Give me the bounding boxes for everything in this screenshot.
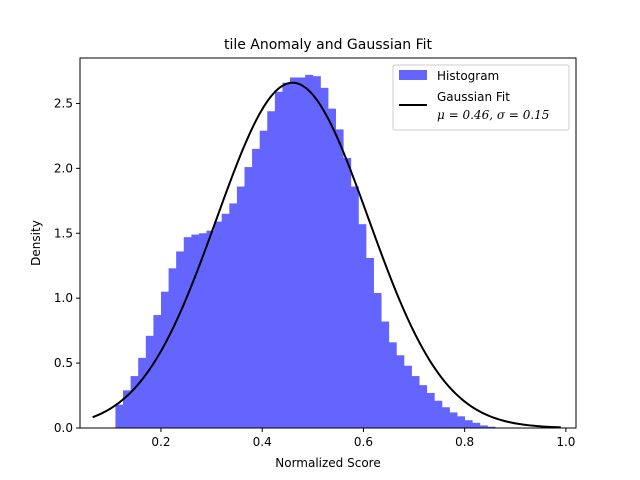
histogram-bar [441,407,450,428]
histogram-bar [434,400,443,428]
x-tick-label: 0.4 [253,435,272,449]
histogram-bar [282,82,291,429]
y-tick-label: 0.5 [54,356,73,370]
histogram-bar [396,355,405,428]
legend-histogram-swatch [399,70,427,80]
histogram-bar [373,292,382,428]
legend: Histogram Gaussian Fit μ = 0.46, σ = 0.1… [392,64,570,131]
histogram-bar [191,234,200,428]
x-axis-label: Normalized Score [275,456,380,470]
histogram-bar [312,76,321,429]
histogram-bar [290,77,299,428]
histogram-bar [130,376,139,428]
histogram-bar [153,315,162,428]
histogram-bar [115,404,124,428]
legend-fit-label: Gaussian Fit [437,90,510,104]
histogram-bar [168,268,177,428]
histogram-bar [472,422,481,428]
histogram-bar [426,392,435,428]
histogram-bar [343,157,352,428]
histogram-bar [252,148,261,428]
legend-frame [392,64,570,131]
gaussian-fit-line [92,81,561,429]
histogram-bars [115,74,496,429]
histogram-bar [198,233,207,428]
histogram-bar [229,203,238,428]
histogram-bar [335,129,344,428]
x-tick-label: 0.2 [151,435,170,449]
y-tick-label: 2.5 [54,96,73,110]
histogram-bar [267,111,276,428]
legend-fit-params: μ = 0.46, σ = 0.15 [437,108,549,122]
y-axis-ticks: 0.0 0.5 1.0 1.5 2.0 2.5 [54,96,80,435]
histogram-bar [320,87,329,429]
histogram-bar [214,221,223,428]
histogram-bar [479,425,488,428]
histogram-bar [381,321,390,428]
chart-title: tile Anomaly and Gaussian Fit [224,37,433,53]
histogram-bar [305,74,314,428]
histogram-bar [206,230,215,428]
x-axis-ticks: 0.2 0.4 0.6 0.8 1.0 [151,428,575,449]
histogram-bar [221,213,230,428]
y-tick-label: 1.5 [54,226,73,240]
plot-frame [79,57,577,429]
y-tick-label: 2.0 [54,161,73,175]
histogram-bar [236,186,245,428]
histogram-bar [160,291,169,428]
histogram-bar [123,390,132,428]
histogram-bar [457,416,466,428]
histogram-bar [138,357,147,428]
histogram-bar [259,130,268,428]
histogram-bar [274,91,283,428]
histogram-bar [297,77,306,428]
histogram-bar [449,412,458,428]
y-axis-label: Density [29,220,43,266]
histogram-bar [464,420,473,428]
histogram-bar [388,342,397,428]
histogram-bar [403,365,412,428]
x-tick-label: 1.0 [556,435,575,449]
histogram-bar [176,251,185,428]
histogram-bar [411,376,420,428]
histogram-bar [328,108,336,428]
histogram-bar [244,167,253,429]
histogram-bar [487,426,496,428]
legend-histogram-label: Histogram [437,69,499,83]
histogram-bar [183,237,192,428]
histogram-bar [358,224,367,428]
histogram-bar [419,385,428,428]
y-tick-label: 1.0 [54,291,73,305]
x-tick-label: 0.8 [455,435,474,449]
histogram-bar [350,186,359,428]
histogram-bar [145,335,154,428]
y-tick-label: 0.0 [54,421,73,435]
histogram-bar [365,257,374,428]
x-tick-label: 0.6 [354,435,373,449]
